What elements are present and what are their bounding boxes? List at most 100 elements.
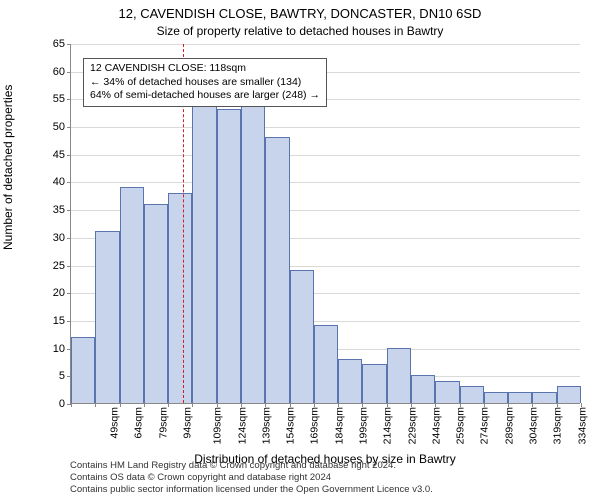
annotation-box: 12 CAVENDISH CLOSE: 118sqm ← 34% of deta… [83, 58, 327, 107]
xtick-label: 139sqm [260, 407, 272, 444]
xtick-mark [484, 403, 485, 407]
gridline [71, 155, 580, 156]
xtick-label: 79sqm [157, 407, 169, 439]
annotation-line: 12 CAVENDISH CLOSE: 118sqm [90, 62, 320, 76]
histogram-bar [508, 392, 532, 403]
xtick-label: 109sqm [212, 407, 224, 444]
ytick-label: 5 [59, 370, 65, 382]
ytick-label: 40 [53, 176, 65, 188]
histogram-bar [387, 348, 411, 403]
histogram-bar [265, 137, 289, 403]
ytick-label: 25 [53, 260, 65, 272]
ytick-mark [67, 210, 71, 211]
xtick-label: 214sqm [382, 407, 394, 444]
histogram-bar [168, 193, 192, 403]
histogram-bar [484, 392, 508, 403]
chart-subtitle: Size of property relative to detached ho… [0, 24, 600, 38]
xtick-label: 154sqm [285, 407, 297, 444]
xtick-label: 334sqm [576, 407, 588, 444]
annotation-line: 64% of semi-detached houses are larger (… [90, 89, 320, 103]
histogram-bar [435, 381, 459, 403]
histogram-bar [362, 364, 386, 403]
xtick-mark [532, 403, 533, 407]
ytick-mark [67, 182, 71, 183]
xtick-label: 49sqm [109, 407, 121, 439]
histogram-bar [241, 104, 265, 403]
xtick-mark [314, 403, 315, 407]
histogram-bar [411, 375, 435, 403]
xtick-mark [71, 403, 72, 407]
xtick-mark [460, 403, 461, 407]
ytick-mark [67, 72, 71, 73]
xtick-mark [217, 403, 218, 407]
xtick-label: 289sqm [503, 407, 515, 444]
histogram-bar [290, 270, 314, 403]
xtick-label: 319sqm [552, 407, 564, 444]
ytick-mark [67, 293, 71, 294]
ytick-mark [67, 321, 71, 322]
histogram-bar [71, 337, 95, 403]
histogram-bar [217, 109, 241, 403]
xtick-mark [411, 403, 412, 407]
xtick-label: 229sqm [406, 407, 418, 444]
xtick-mark [362, 403, 363, 407]
xtick-mark [95, 403, 96, 407]
xtick-label: 259sqm [455, 407, 467, 444]
xtick-mark [557, 403, 558, 407]
ytick-mark [67, 266, 71, 267]
ytick-label: 30 [53, 232, 65, 244]
ytick-label: 35 [53, 204, 65, 216]
xtick-label: 199sqm [357, 407, 369, 444]
histogram-bar [95, 231, 119, 403]
ytick-label: 20 [53, 287, 65, 299]
ytick-mark [67, 99, 71, 100]
histogram-bar [460, 386, 484, 403]
footer-attribution: Contains HM Land Registry data © Crown c… [70, 460, 580, 496]
xtick-mark [581, 403, 582, 407]
gridline [71, 182, 580, 183]
xtick-mark [435, 403, 436, 407]
ytick-label: 60 [53, 66, 65, 78]
ytick-mark [67, 127, 71, 128]
gridline [71, 44, 580, 45]
chart-container: 12, CAVENDISH CLOSE, BAWTRY, DONCASTER, … [0, 0, 600, 500]
xtick-mark [290, 403, 291, 407]
histogram-bar [557, 386, 581, 403]
xtick-label: 169sqm [309, 407, 321, 444]
xtick-label: 94sqm [182, 407, 194, 439]
footer-line: Contains HM Land Registry data © Crown c… [70, 460, 580, 472]
histogram-bar [192, 104, 216, 403]
annotation-line: ← 34% of detached houses are smaller (13… [90, 76, 320, 90]
ytick-label: 45 [53, 149, 65, 161]
ytick-mark [67, 238, 71, 239]
ytick-label: 65 [53, 38, 65, 50]
xtick-label: 124sqm [236, 407, 248, 444]
footer-line: Contains OS data © Crown copyright and d… [70, 472, 580, 484]
ytick-mark [67, 155, 71, 156]
xtick-label: 304sqm [527, 407, 539, 444]
xtick-mark [265, 403, 266, 407]
y-axis-label: Number of detached properties [1, 85, 15, 250]
xtick-mark [338, 403, 339, 407]
ytick-label: 15 [53, 315, 65, 327]
ytick-label: 10 [53, 343, 65, 355]
chart-title: 12, CAVENDISH CLOSE, BAWTRY, DONCASTER, … [0, 6, 600, 21]
xtick-mark [168, 403, 169, 407]
xtick-mark [192, 403, 193, 407]
xtick-mark [387, 403, 388, 407]
histogram-bar [338, 359, 362, 403]
ytick-label: 0 [59, 398, 65, 410]
ytick-label: 50 [53, 121, 65, 133]
xtick-label: 64sqm [133, 407, 145, 439]
xtick-mark [144, 403, 145, 407]
histogram-bar [120, 187, 144, 403]
ytick-mark [67, 44, 71, 45]
xtick-label: 184sqm [333, 407, 345, 444]
footer-line: Contains public sector information licen… [70, 484, 580, 496]
histogram-bar [144, 204, 168, 403]
xtick-label: 244sqm [430, 407, 442, 444]
ytick-label: 55 [53, 93, 65, 105]
xtick-mark [508, 403, 509, 407]
plot-area: 12 CAVENDISH CLOSE: 118sqm ← 34% of deta… [70, 44, 580, 404]
gridline [71, 127, 580, 128]
